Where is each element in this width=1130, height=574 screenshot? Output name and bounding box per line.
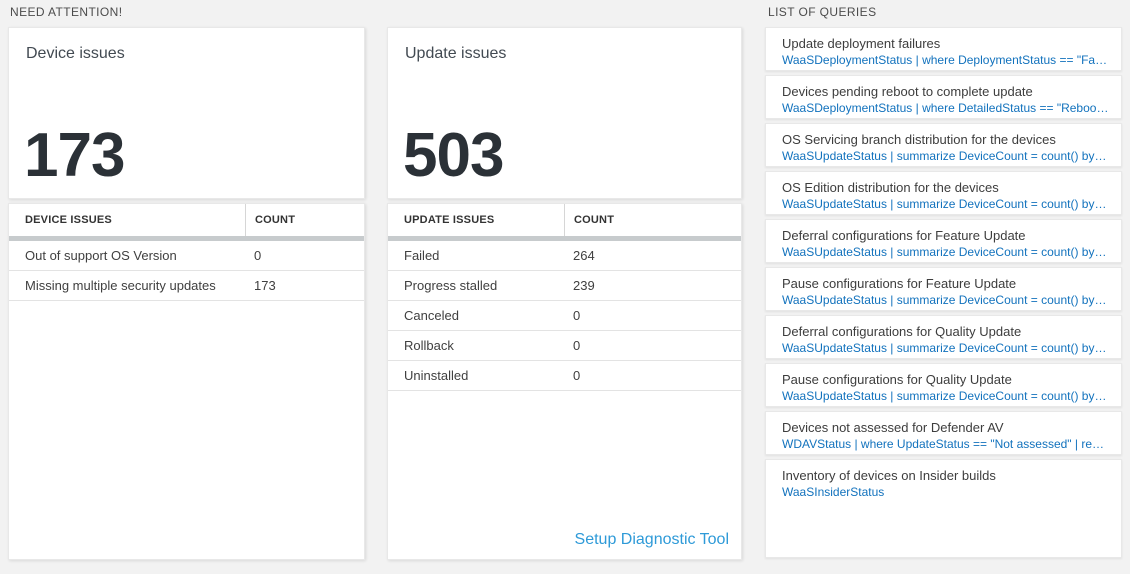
device-issues-table: DEVICE ISSUES COUNT Out of support OS Ve…	[8, 203, 365, 560]
query-list-item[interactable]: Update deployment failures WaaSDeploymen…	[765, 27, 1122, 71]
update-table-header: UPDATE ISSUES COUNT	[388, 204, 741, 236]
query-title: Pause configurations for Feature Update	[782, 276, 1017, 291]
update-issue-label: Rollback	[404, 338, 454, 353]
update-issues-tile[interactable]: Update issues 503	[387, 27, 742, 199]
device-table-header: DEVICE ISSUES COUNT	[9, 204, 364, 236]
device-issues-tile[interactable]: Device issues 173	[8, 27, 365, 199]
device-issues-tile-title: Device issues	[26, 45, 125, 62]
query-list-item[interactable]: Inventory of devices on Insider builds W…	[765, 459, 1122, 558]
query-kusto-text: WaaSUpdateStatus | summarize DeviceCount…	[782, 341, 1109, 355]
query-list-item[interactable]: Deferral configurations for Quality Upda…	[765, 315, 1122, 359]
query-kusto-text: WaaSDeploymentStatus | where DeploymentS…	[782, 53, 1109, 67]
update-issue-count: 0	[573, 368, 581, 383]
query-kusto-text: WaaSUpdateStatus | summarize DeviceCount…	[782, 197, 1109, 211]
update-table-header-issues: UPDATE ISSUES	[404, 214, 495, 226]
device-issue-label: Out of support OS Version	[25, 248, 177, 263]
query-kusto-text: WaaSUpdateStatus | summarize DeviceCount…	[782, 389, 1109, 403]
device-issue-count: 173	[254, 278, 276, 293]
need-attention-section-title: NEED ATTENTION!	[10, 5, 123, 19]
list-of-queries-panel: Update deployment failures WaaSDeploymen…	[765, 27, 1122, 558]
query-list-item[interactable]: OS Servicing branch distribution for the…	[765, 123, 1122, 167]
query-list-item[interactable]: Devices not assessed for Defender AV WDA…	[765, 411, 1122, 455]
update-issue-count: 264	[573, 248, 595, 263]
device-issues-count: 173	[24, 120, 125, 190]
query-list-item[interactable]: Pause configurations for Feature Update …	[765, 267, 1122, 311]
table-row[interactable]: Canceled 0	[388, 301, 741, 331]
device-issue-label: Missing multiple security updates	[25, 278, 216, 293]
table-row[interactable]: Out of support OS Version 0	[9, 241, 364, 271]
query-title: Deferral configurations for Quality Upda…	[782, 324, 1022, 339]
update-table-header-divider	[388, 236, 741, 241]
query-kusto-text: WaaSUpdateStatus | summarize DeviceCount…	[782, 293, 1109, 307]
device-table-header-count: COUNT	[245, 204, 364, 236]
table-row[interactable]: Progress stalled 239	[388, 271, 741, 301]
update-issue-count: 0	[573, 338, 581, 353]
update-issue-count: 239	[573, 278, 595, 293]
query-kusto-text: WaaSDeploymentStatus | where DetailedSta…	[782, 101, 1109, 115]
update-issues-count: 503	[403, 120, 504, 190]
query-kusto-text: WDAVStatus | where UpdateStatus == "Not …	[782, 437, 1109, 451]
query-kusto-text: WaaSUpdateStatus | summarize DeviceCount…	[782, 245, 1109, 259]
update-issue-count: 0	[573, 308, 581, 323]
table-row[interactable]: Rollback 0	[388, 331, 741, 361]
device-issue-count: 0	[254, 248, 262, 263]
query-list-item[interactable]: Devices pending reboot to complete updat…	[765, 75, 1122, 119]
device-table-header-issues: DEVICE ISSUES	[25, 214, 112, 226]
query-title: Devices not assessed for Defender AV	[782, 420, 1004, 435]
table-row[interactable]: Failed 264	[388, 241, 741, 271]
device-table-header-divider	[9, 236, 364, 241]
update-issue-label: Failed	[404, 248, 440, 263]
update-issue-label: Canceled	[404, 308, 459, 323]
query-title: Inventory of devices on Insider builds	[782, 468, 996, 483]
query-title: Deferral configurations for Feature Upda…	[782, 228, 1026, 243]
update-table-header-count: COUNT	[564, 204, 741, 236]
query-list-item[interactable]: Deferral configurations for Feature Upda…	[765, 219, 1122, 263]
query-title: Devices pending reboot to complete updat…	[782, 84, 1033, 99]
setup-diagnostic-tool-link[interactable]: Setup Diagnostic Tool	[574, 531, 729, 548]
query-title: Pause configurations for Quality Update	[782, 372, 1012, 387]
update-issue-label: Uninstalled	[404, 368, 469, 383]
query-title: Update deployment failures	[782, 36, 941, 51]
query-title: OS Edition distribution for the devices	[782, 180, 999, 195]
query-list-item[interactable]: OS Edition distribution for the devices …	[765, 171, 1122, 215]
table-row[interactable]: Missing multiple security updates 173	[9, 271, 364, 301]
query-kusto-text: WaaSInsiderStatus	[782, 485, 885, 499]
update-issues-tile-title: Update issues	[405, 45, 507, 62]
list-of-queries-section-title: LIST OF QUERIES	[768, 5, 877, 19]
query-kusto-text: WaaSUpdateStatus | summarize DeviceCount…	[782, 149, 1109, 163]
table-row[interactable]: Uninstalled 0	[388, 361, 741, 391]
query-list-item[interactable]: Pause configurations for Quality Update …	[765, 363, 1122, 407]
update-issues-table: UPDATE ISSUES COUNT Failed 264 Progress …	[387, 203, 742, 560]
update-issue-label: Progress stalled	[404, 278, 498, 293]
query-title: OS Servicing branch distribution for the…	[782, 132, 1056, 147]
